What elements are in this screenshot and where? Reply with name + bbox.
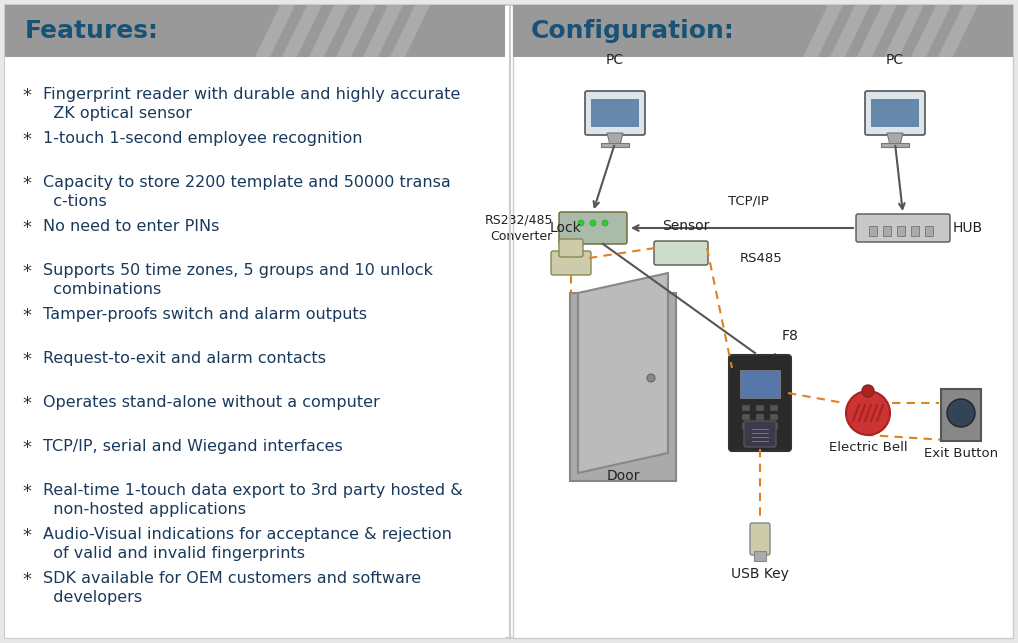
FancyBboxPatch shape: [551, 251, 591, 275]
Circle shape: [647, 374, 655, 382]
FancyBboxPatch shape: [856, 214, 950, 242]
Bar: [754, 551, 766, 561]
Bar: [770, 423, 778, 429]
Text: Real-time 1-touch data export to 3rd party hosted &
  non-hosted applications: Real-time 1-touch data export to 3rd par…: [43, 483, 463, 516]
Bar: [941, 389, 981, 441]
Circle shape: [846, 391, 890, 435]
Bar: [756, 423, 764, 429]
Polygon shape: [578, 273, 668, 473]
Circle shape: [590, 220, 596, 226]
Bar: [5, 5, 505, 638]
Polygon shape: [390, 5, 430, 57]
Bar: [881, 143, 909, 147]
Text: Features:: Features:: [25, 19, 159, 43]
Bar: [869, 226, 876, 236]
Circle shape: [862, 385, 874, 397]
Polygon shape: [336, 5, 376, 57]
Bar: [925, 226, 934, 236]
Text: Lock: Lock: [550, 221, 582, 235]
Text: *: *: [22, 527, 32, 545]
Polygon shape: [884, 5, 924, 57]
Text: *: *: [22, 87, 32, 105]
Text: Exit Button: Exit Button: [924, 447, 998, 460]
Bar: [570, 293, 676, 481]
Text: *: *: [22, 131, 32, 149]
Bar: [871, 99, 919, 127]
Bar: [742, 414, 750, 420]
Text: No need to enter PINs: No need to enter PINs: [43, 219, 219, 234]
Polygon shape: [911, 5, 951, 57]
Text: TCP/IP, serial and Wiegand interfaces: TCP/IP, serial and Wiegand interfaces: [43, 439, 343, 454]
Text: *: *: [22, 263, 32, 281]
Text: Configuration:: Configuration:: [531, 19, 735, 43]
Polygon shape: [282, 5, 322, 57]
Text: *: *: [22, 395, 32, 413]
Polygon shape: [803, 5, 843, 57]
Polygon shape: [887, 133, 903, 145]
Bar: [5, 5, 505, 57]
FancyBboxPatch shape: [559, 212, 627, 244]
Text: Door: Door: [607, 469, 639, 483]
Bar: [742, 405, 750, 411]
Text: RS485: RS485: [740, 251, 783, 264]
FancyBboxPatch shape: [744, 421, 776, 447]
FancyBboxPatch shape: [750, 523, 770, 555]
Text: *: *: [22, 219, 32, 237]
Text: 1-touch 1-second employee recognition: 1-touch 1-second employee recognition: [43, 131, 362, 146]
FancyBboxPatch shape: [865, 91, 925, 135]
Bar: [513, 5, 1013, 638]
Text: *: *: [22, 175, 32, 193]
Text: Supports 50 time zones, 5 groups and 10 unlock
  combinations: Supports 50 time zones, 5 groups and 10 …: [43, 263, 433, 296]
Polygon shape: [830, 5, 870, 57]
Bar: [591, 99, 639, 127]
Bar: [513, 5, 1013, 57]
Circle shape: [578, 220, 584, 226]
Text: HUB: HUB: [953, 221, 983, 235]
Text: Tamper-proofs switch and alarm outputs: Tamper-proofs switch and alarm outputs: [43, 307, 367, 322]
Polygon shape: [607, 133, 623, 145]
Text: *: *: [22, 571, 32, 589]
FancyBboxPatch shape: [729, 355, 791, 451]
Text: USB Key: USB Key: [731, 567, 789, 581]
Bar: [742, 423, 750, 429]
Polygon shape: [309, 5, 349, 57]
FancyBboxPatch shape: [559, 239, 583, 257]
Text: *: *: [22, 439, 32, 457]
Text: Operates stand-alone without a computer: Operates stand-alone without a computer: [43, 395, 380, 410]
Text: PC: PC: [606, 53, 624, 67]
Polygon shape: [254, 5, 295, 57]
Text: F8: F8: [782, 329, 798, 343]
Text: PC: PC: [886, 53, 904, 67]
Text: Sensor: Sensor: [663, 219, 710, 233]
Text: RS232/485
Converter: RS232/485 Converter: [485, 213, 553, 242]
Bar: [756, 414, 764, 420]
Text: *: *: [22, 483, 32, 501]
Bar: [911, 226, 919, 236]
FancyBboxPatch shape: [654, 241, 708, 265]
Text: Request-to-exit and alarm contacts: Request-to-exit and alarm contacts: [43, 351, 326, 366]
Text: Electric Bell: Electric Bell: [829, 441, 907, 454]
Text: Capacity to store 2200 template and 50000 transa
  c-tions: Capacity to store 2200 template and 5000…: [43, 175, 451, 208]
Bar: [601, 143, 629, 147]
Bar: [756, 405, 764, 411]
Text: TCP/IP: TCP/IP: [728, 195, 769, 208]
Circle shape: [947, 399, 975, 427]
Bar: [770, 405, 778, 411]
FancyBboxPatch shape: [585, 91, 645, 135]
Bar: [740, 370, 780, 398]
Bar: [770, 414, 778, 420]
Text: *: *: [22, 351, 32, 369]
Bar: [883, 226, 891, 236]
Text: Fingerprint reader with durable and highly accurate
  ZK optical sensor: Fingerprint reader with durable and high…: [43, 87, 460, 121]
Bar: [897, 226, 905, 236]
Polygon shape: [938, 5, 978, 57]
Text: *: *: [22, 307, 32, 325]
Text: SDK available for OEM customers and software
  developers: SDK available for OEM customers and soft…: [43, 571, 421, 604]
Circle shape: [602, 220, 608, 226]
Polygon shape: [363, 5, 403, 57]
Polygon shape: [857, 5, 897, 57]
Text: Audio-Visual indications for acceptance & rejection
  of valid and invalid finge: Audio-Visual indications for acceptance …: [43, 527, 452, 561]
